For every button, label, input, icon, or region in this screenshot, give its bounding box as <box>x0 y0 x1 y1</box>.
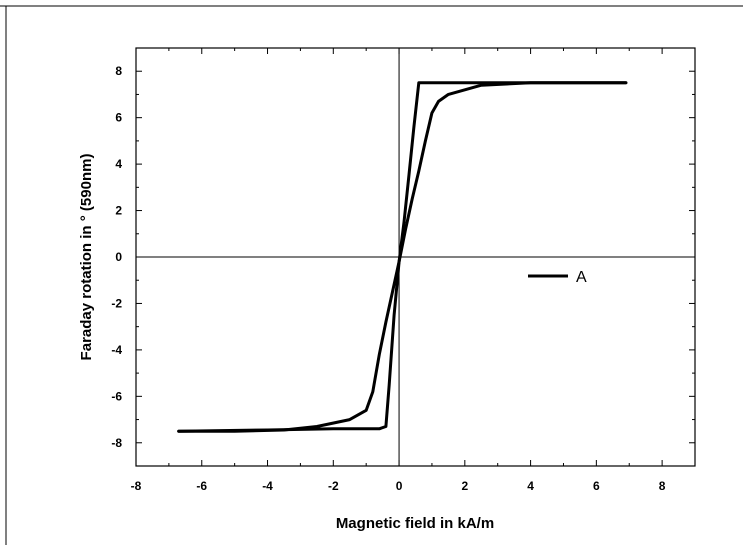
y-tick-label: -8 <box>111 436 122 450</box>
x-tick-label: 0 <box>396 479 403 493</box>
y-tick-label: -4 <box>111 343 122 357</box>
y-tick-label: 4 <box>115 157 122 171</box>
y-tick-label: 8 <box>115 64 122 78</box>
y-tick-label: -2 <box>111 296 122 310</box>
y-tick-label: -6 <box>111 389 122 403</box>
y-tick-label: 6 <box>115 111 122 125</box>
x-tick-label: -2 <box>328 479 339 493</box>
x-tick-label: 6 <box>593 479 600 493</box>
legend-label-a: A <box>576 269 587 286</box>
x-tick-label: -8 <box>131 479 142 493</box>
x-axis-title: Magnetic field in kA/m <box>336 515 494 532</box>
x-tick-label: -6 <box>196 479 207 493</box>
legend: A <box>528 269 587 286</box>
x-tick-label: -4 <box>262 479 273 493</box>
series-a <box>177 81 628 433</box>
x-tick-label: 2 <box>461 479 468 493</box>
y-axis-title: Faraday rotation in ° (590nm) <box>78 154 95 361</box>
y-tick-label: 2 <box>115 204 122 218</box>
x-tick-label: 4 <box>527 479 534 493</box>
x-tick-label: 8 <box>659 479 666 493</box>
series-line-branch-2 <box>177 81 628 433</box>
y-tick-label: 0 <box>115 250 122 264</box>
